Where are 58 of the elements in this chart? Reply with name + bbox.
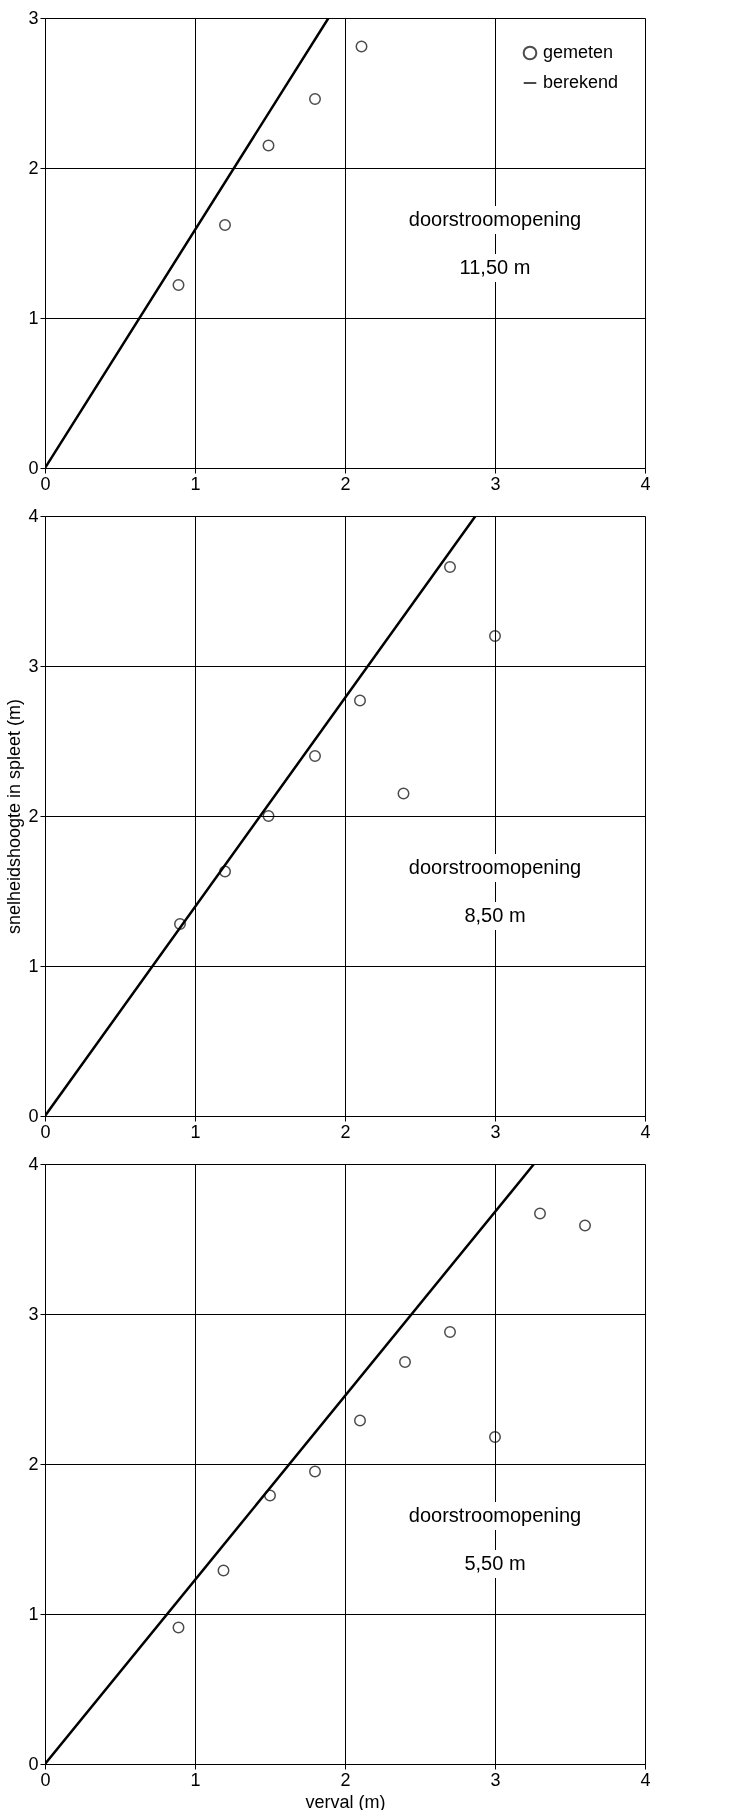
- annotation: 8,50 m: [464, 904, 526, 926]
- point: [264, 1489, 276, 1502]
- point: [354, 694, 366, 707]
- y-tick-label: 2: [28, 1453, 39, 1474]
- y-tick-label: 0: [28, 1105, 39, 1126]
- point: [444, 1326, 456, 1338]
- legend-label: gemeten: [543, 42, 614, 62]
- point: [174, 918, 186, 930]
- point: [397, 787, 410, 800]
- point: [309, 750, 321, 762]
- point: [219, 865, 231, 878]
- x-tick-label: 3: [490, 1769, 501, 1790]
- x-tick-label: 4: [640, 1769, 651, 1790]
- y-tick-label: 1: [28, 1603, 39, 1624]
- x-tick-label: 1: [190, 1769, 201, 1790]
- x-tick-label: 3: [490, 1121, 501, 1142]
- point: [534, 1207, 546, 1220]
- point: [354, 1414, 366, 1427]
- y-axis-title: snelheidshoogte in spleet (m): [4, 698, 25, 935]
- x-tick-label: 4: [640, 1121, 651, 1142]
- x-tick-label: 3: [490, 473, 501, 494]
- x-tick-label: 2: [340, 1121, 351, 1142]
- annotation: 5,50 m: [464, 1552, 526, 1574]
- point: [309, 1465, 321, 1478]
- x-tick-label: 1: [190, 473, 201, 494]
- x-tick-label: 2: [340, 473, 351, 494]
- y-tick-label: 1: [28, 307, 39, 328]
- point: [172, 279, 185, 291]
- y-tick-label: 2: [28, 157, 39, 178]
- point: [262, 139, 275, 152]
- y-tick-label: 0: [28, 457, 39, 478]
- y-tick-label: 3: [28, 655, 39, 676]
- point: [579, 1219, 591, 1232]
- y-tick-label: 2: [28, 805, 39, 826]
- point: [489, 630, 501, 642]
- annotation: 11,50 m: [459, 256, 531, 278]
- x-tick-label: 2: [340, 1769, 351, 1790]
- annotation: doorstroomopening: [408, 1504, 582, 1526]
- y-tick-label: 4: [28, 505, 39, 526]
- point: [217, 1564, 230, 1577]
- x-tick-label: 4: [640, 473, 651, 494]
- y-tick-label: 0: [28, 1753, 39, 1774]
- legend-label: berekend: [543, 72, 619, 92]
- point: [444, 561, 456, 573]
- annotation: doorstroomopening: [408, 208, 582, 230]
- y-tick-label: 4: [28, 1153, 39, 1174]
- x-tick-label: 1: [190, 1121, 201, 1142]
- y-tick-label: 3: [28, 1303, 39, 1324]
- y-tick-label: 3: [28, 7, 39, 28]
- y-tick-label: 1: [28, 955, 39, 976]
- point: [489, 1431, 501, 1443]
- point: [219, 219, 231, 231]
- point: [355, 40, 368, 53]
- point: [262, 810, 275, 822]
- point: [309, 93, 321, 105]
- point: [399, 1356, 411, 1368]
- annotation: doorstroomopening: [408, 856, 582, 878]
- point: [172, 1621, 185, 1634]
